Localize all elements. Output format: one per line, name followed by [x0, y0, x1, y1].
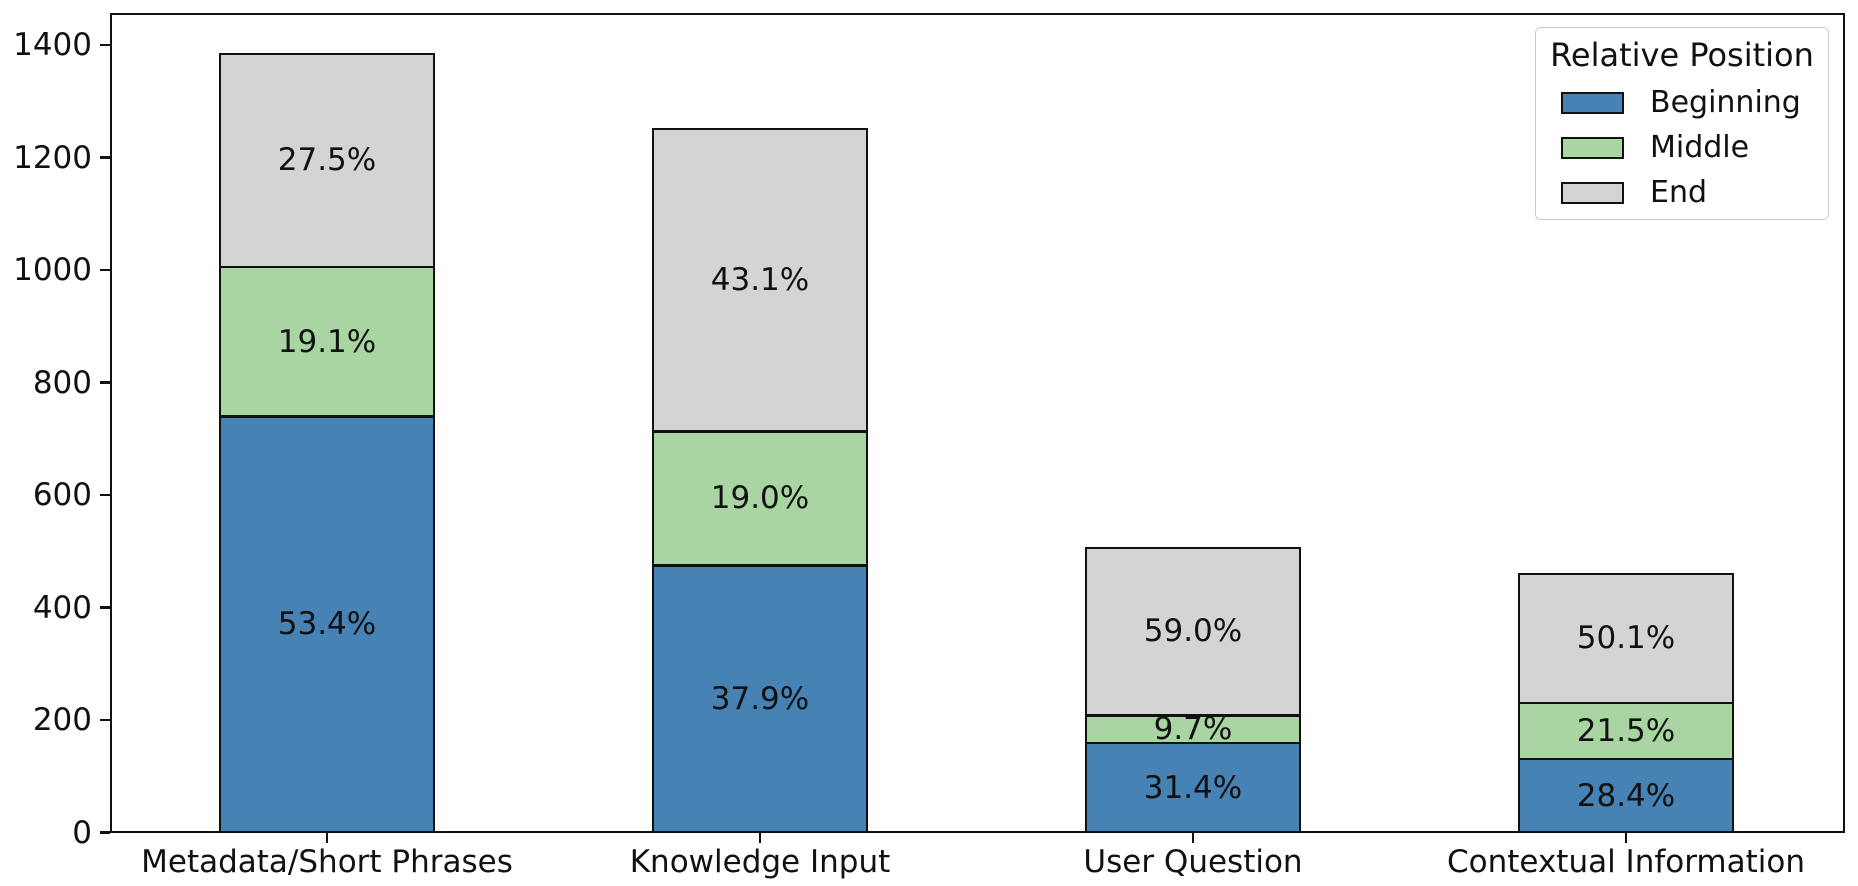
- x-tick-label: Contextual Information: [1447, 844, 1805, 880]
- y-tick-label: 1400: [13, 27, 92, 63]
- legend-swatch-middle: [1561, 136, 1624, 159]
- legend: Relative Position Beginning Middle End: [1535, 27, 1829, 220]
- segment-percent-label: 59.0%: [1143, 613, 1243, 650]
- bar-segment-beginning: [1085, 743, 1301, 833]
- bar-segment-middle: [1085, 715, 1301, 744]
- x-tick-label: Metadata/Short Phrases: [141, 844, 513, 880]
- bar-segment-end: [652, 127, 868, 432]
- legend-entry-beginning: Beginning: [1650, 84, 1801, 120]
- y-tick-mark: [99, 156, 110, 159]
- y-tick-mark: [99, 268, 110, 272]
- legend-entry-middle: Middle: [1650, 129, 1750, 165]
- legend-entry-end: End: [1650, 175, 1708, 210]
- bar-segment-divider: [219, 415, 435, 418]
- bar-segment-divider: [652, 564, 868, 567]
- y-tick-mark: [99, 43, 110, 47]
- segment-percent-label: 27.5%: [277, 142, 377, 179]
- bar-segment-middle: [1518, 703, 1734, 759]
- segment-percent-label: 19.1%: [277, 323, 377, 360]
- x-tick-mark: [1191, 832, 1195, 843]
- plot-area: [110, 13, 1845, 833]
- segment-percent-label: 53.4%: [277, 606, 377, 643]
- y-tick-mark: [99, 831, 110, 834]
- bar-segment-middle: [652, 431, 868, 566]
- segment-percent-label: 43.1%: [710, 261, 810, 298]
- bar-segment-divider: [1518, 701, 1734, 705]
- legend-swatch-end: [1561, 182, 1624, 204]
- segment-percent-label: 9.7%: [1153, 711, 1233, 748]
- x-tick-mark: [325, 832, 329, 843]
- y-tick-label: 0: [72, 814, 92, 851]
- legend-swatch-beginning: [1561, 91, 1624, 114]
- bar-segment-beginning: [1518, 758, 1734, 833]
- segment-percent-label: 21.5%: [1576, 712, 1676, 749]
- bar-segment-end: [1085, 547, 1301, 716]
- bar-segment-end: [219, 52, 435, 268]
- y-tick-label: 800: [32, 364, 92, 401]
- bar-segment-divider: [219, 265, 435, 269]
- y-tick-label: 200: [32, 702, 92, 738]
- bar-segment-divider: [1085, 714, 1301, 717]
- y-tick-label: 600: [32, 477, 92, 513]
- bar-segment-end: [1518, 573, 1734, 704]
- y-tick-mark: [99, 381, 110, 384]
- x-tick-label: User Question: [1083, 844, 1303, 880]
- x-tick-mark: [758, 832, 762, 843]
- segment-percent-label: 31.4%: [1143, 769, 1243, 806]
- legend-title: Relative Position: [1550, 36, 1814, 74]
- bar-segment-beginning: [219, 416, 435, 833]
- bar-segment-middle: [219, 267, 435, 417]
- y-tick-label: 1200: [13, 139, 92, 176]
- segment-percent-label: 28.4%: [1576, 777, 1676, 814]
- segment-percent-label: 37.9%: [710, 680, 810, 717]
- segment-percent-label: 19.0%: [710, 480, 810, 517]
- y-tick-label: 1000: [13, 252, 92, 288]
- segment-percent-label: 50.1%: [1576, 620, 1676, 657]
- bar-segment-divider: [1085, 741, 1301, 745]
- y-tick-mark: [99, 718, 110, 722]
- x-tick-mark: [1624, 832, 1628, 843]
- bar-segment-divider: [652, 430, 868, 433]
- y-tick-mark: [99, 606, 110, 609]
- y-tick-mark: [99, 493, 110, 497]
- bar-segment-divider: [1518, 757, 1734, 761]
- y-tick-label: 400: [32, 589, 92, 626]
- bar-segment-beginning: [652, 565, 868, 833]
- x-tick-label: Knowledge Input: [629, 844, 891, 880]
